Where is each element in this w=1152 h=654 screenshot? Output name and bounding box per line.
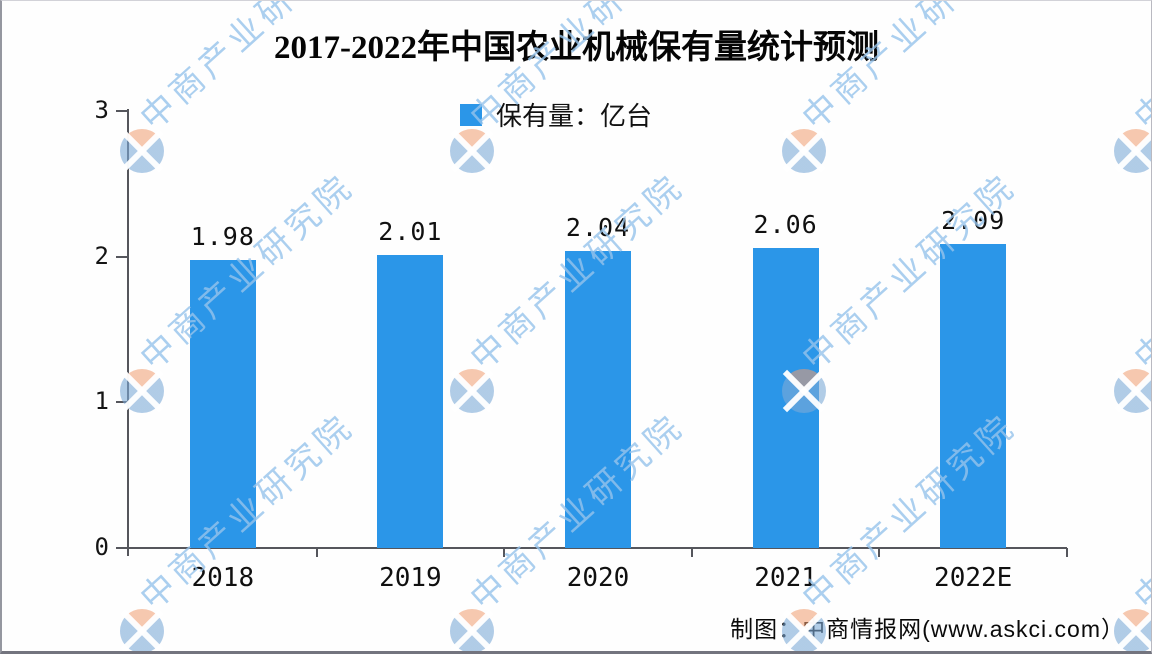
legend-swatch-icon — [460, 103, 482, 126]
x-axis-tick-label: 2021 — [754, 563, 817, 593]
bar-value-label: 1.98 — [190, 221, 255, 251]
x-axis-tick-label: 2018 — [191, 563, 255, 593]
legend-label: 保有量：亿台 — [496, 101, 653, 131]
x-axis-line — [127, 547, 1067, 549]
x-axis-tick-label: 2020 — [566, 563, 630, 593]
y-axis-tick-label: 3 — [94, 96, 109, 124]
chart-title: 2017-2022年中国农业机械保有量统计预测 — [274, 30, 879, 66]
x-tick-mark — [503, 548, 506, 557]
bar — [189, 259, 256, 548]
bar — [940, 243, 1007, 548]
y-axis-line — [127, 109, 129, 556]
bar-value-label: 2.09 — [941, 205, 1006, 235]
bar-value-label: 2.04 — [565, 212, 631, 242]
x-tick-mark — [878, 548, 881, 557]
attribution-text: 制图：中商情报网(www.askci.com） — [730, 616, 1125, 642]
y-axis-tick-label: 2 — [94, 241, 109, 270]
x-tick-mark — [1066, 548, 1068, 557]
bar — [565, 250, 631, 548]
x-tick-mark — [315, 548, 318, 557]
bar — [752, 247, 819, 548]
x-axis-tick-label: 2019 — [379, 563, 442, 593]
y-tick-mark — [116, 255, 127, 258]
y-tick-mark — [116, 547, 127, 549]
y-axis-tick-label: 1 — [94, 387, 109, 416]
x-axis-tick-label: 2022E — [934, 563, 1013, 593]
y-tick-mark — [116, 401, 127, 404]
bar-value-label: 2.06 — [753, 209, 818, 239]
x-tick-mark — [690, 548, 693, 557]
y-tick-mark — [116, 110, 127, 112]
bar-value-label: 2.01 — [378, 217, 443, 247]
y-axis-tick-label: 0 — [94, 533, 109, 561]
legend: 保有量：亿台 — [460, 96, 652, 133]
bar — [377, 255, 444, 548]
